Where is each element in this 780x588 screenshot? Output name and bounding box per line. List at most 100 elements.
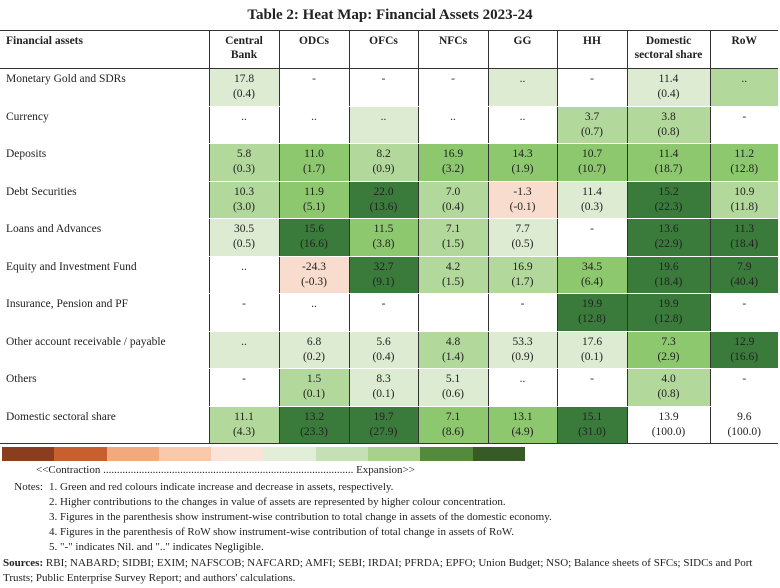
cell-value: 5.8 [236, 148, 252, 160]
heat-cell: 10.9 (11.8) [709, 181, 778, 219]
heat-cell: 7.9 (40.4) [709, 256, 778, 294]
cell-contribution: (0.1) [580, 350, 604, 363]
cell-value: .. [519, 73, 526, 85]
heat-map-table: Financial assets Central Bank ODCs OFCs NFCs… [0, 30, 778, 444]
cell-value: - [381, 73, 386, 85]
cell-value: 9.6 [737, 410, 752, 423]
heat-cell: -1.3 (-0.1) [487, 181, 557, 219]
cell-value: 6.8 [306, 335, 322, 348]
heat-cell: 11.1 (4.3) [208, 406, 279, 444]
heat-cell: 7.0 (0.4) [417, 181, 488, 219]
legend-swatch [315, 447, 369, 461]
cell-value: 19.9 [658, 298, 679, 310]
cell-contribution: (1.5) [441, 238, 465, 250]
heat-cell: 7.7 (0.5) [487, 218, 557, 257]
note-item: 3. Figures in the parenthesis show instr… [3, 510, 552, 525]
cell-value: - [742, 110, 747, 123]
table-row: Other account receivable / payable.. 6.8 (… [0, 331, 778, 369]
cell-contribution: (0.1) [372, 388, 395, 400]
cell-value: - [742, 298, 747, 310]
heat-cell: - [417, 68, 488, 107]
cell-contribution: (12.8) [654, 313, 683, 325]
heat-cell: 19.9 (12.8) [556, 293, 627, 332]
cell-value: .. [380, 110, 387, 123]
heat-cell: 11.4 (0.3) [556, 181, 627, 219]
table-row: Domestic sectoral share 11.1 (4.3) 13.2 (23.… [0, 406, 778, 444]
cell-value: 30.5 [233, 223, 255, 235]
row-label: Monetary Gold and SDRs [0, 68, 209, 107]
heat-cell: 15.1 (31.0) [556, 406, 627, 444]
cell-contribution: (1.4) [441, 350, 465, 363]
cell-contribution: (0.4) [232, 88, 256, 100]
cell-contribution: (1.9) [511, 163, 534, 175]
cell-value: 7.7 [515, 223, 530, 235]
cell-contribution: (18.4) [730, 238, 759, 250]
heat-cell: .. [208, 256, 279, 294]
row-label: Insurance, Pension and PF [0, 293, 209, 332]
cell-value: 15.1 [581, 410, 603, 423]
heat-cell: - [208, 368, 279, 407]
notes-label: Notes: [14, 481, 43, 493]
cell-value: -24.3 [302, 260, 326, 273]
cell-contribution: (1.7) [302, 163, 326, 175]
cell-contribution: (0.4) [441, 200, 465, 213]
heat-cell: 11.4 (0.4) [626, 68, 710, 107]
heat-cell: 19.9 (12.8) [626, 293, 710, 332]
heat-cell: 10.3 (3.0) [208, 181, 279, 219]
heat-cell: .. [278, 106, 349, 144]
heat-cell: - [709, 293, 778, 332]
cell-value: 10.9 [734, 185, 755, 198]
legend-swatch [158, 447, 212, 461]
column-header: Domestic sectoral share [626, 30, 710, 69]
cell-contribution: (4.3) [232, 425, 256, 438]
heat-cell: .. [208, 331, 279, 369]
legend-scale-text: <<Contraction ..........................… [36, 464, 415, 476]
cell-contribution: (100.0) [727, 425, 762, 438]
cell-value: - [590, 373, 594, 385]
cell-contribution: (0.9) [511, 350, 534, 363]
row-label: Debt Securities [0, 181, 209, 219]
cell-value: 4.8 [445, 335, 461, 348]
cell-value: 5.6 [376, 335, 391, 348]
heat-cell: 13.2 (23.3) [278, 406, 349, 444]
heat-cell [417, 293, 488, 332]
sources: Sources: RBI; NABARD; SIDBI; EXIM; NAFSC… [3, 556, 778, 586]
cell-contribution: (27.9) [369, 425, 398, 438]
cell-value: .. [311, 298, 317, 310]
table-row: Others - 1.5 (0.1) 8.3 (0.1) 5.1 (0.6).. - 4.0 (0.… [0, 368, 778, 407]
heat-cell: .. [709, 68, 778, 107]
heat-cell: 13.6 (22.9) [626, 218, 710, 257]
heat-cell: - [208, 293, 279, 332]
cell-value: 22.0 [373, 185, 394, 198]
heat-cell: 13.1 (4.9) [487, 406, 557, 444]
column-header: Central Bank [208, 30, 279, 69]
cell-value: 1.5 [306, 373, 322, 385]
column-header: OFCs [348, 30, 418, 69]
cell-contribution: (1.5) [441, 275, 465, 288]
table-row: Insurance, Pension and PF -.. - - 19.9 (12.8)… [0, 293, 778, 332]
heat-cell: 8.3 (0.1) [348, 368, 418, 407]
note-item: 5. "-" indicates Nil. and ".." indicates… [3, 540, 552, 555]
legend-swatch [54, 447, 107, 461]
table-row: Loans and Advances 30.5 (0.5) 15.6 (16.6) 11.… [0, 218, 778, 257]
cell-contribution: (0.8) [657, 125, 680, 138]
heat-cell: .. [348, 106, 418, 144]
cell-contribution: (4.9) [511, 425, 534, 438]
cell-value: - [590, 73, 594, 85]
heat-cell: 3.8 (0.8) [626, 106, 710, 144]
cell-contribution: (0.4) [657, 88, 680, 100]
cell-contribution: (0.1) [302, 388, 326, 400]
heat-cell: - [709, 368, 778, 407]
cell-value: 7.0 [445, 185, 461, 198]
cell-value: 19.6 [658, 260, 679, 273]
row-label: Equity and Investment Fund [0, 256, 209, 294]
cell-value: .. [519, 110, 526, 123]
cell-contribution: (5.1) [302, 200, 326, 213]
cell-value: 11.4 [658, 73, 679, 85]
heat-cell: .. [208, 106, 279, 144]
heat-cell: 13.9 (100.0) [626, 406, 710, 444]
heat-cell: 30.5 (0.5) [208, 218, 279, 257]
cell-contribution: (10.7) [578, 163, 606, 175]
heat-cell: 5.1 (0.6) [417, 368, 488, 407]
row-label: Loans and Advances [0, 218, 209, 257]
